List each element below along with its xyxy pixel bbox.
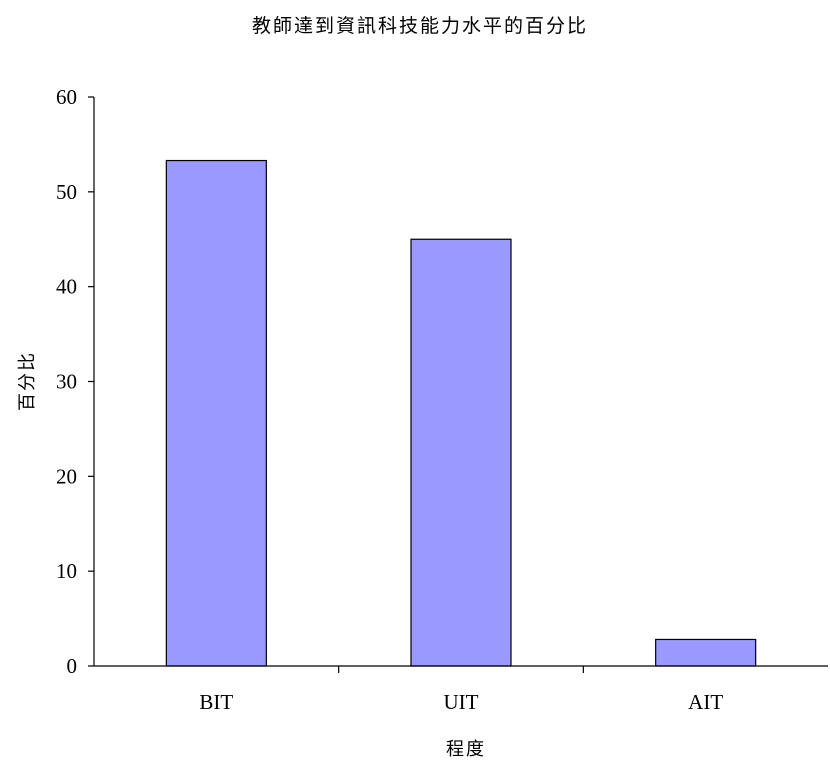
y-tick-label-0: 0 bbox=[67, 654, 78, 678]
bar-uit bbox=[410, 238, 512, 667]
y-tick-label-10: 10 bbox=[56, 559, 77, 583]
y-tick-label-40: 40 bbox=[56, 275, 77, 299]
bar-bit bbox=[165, 159, 267, 667]
x-tick-label-uit: UIT bbox=[444, 690, 479, 714]
y-tick-label-20: 20 bbox=[56, 464, 77, 488]
bar-ait bbox=[655, 638, 757, 667]
x-axis-title: 程度 bbox=[446, 739, 486, 760]
y-axis-title: 百分比 bbox=[17, 351, 38, 411]
y-tick-label-50: 50 bbox=[56, 180, 77, 204]
y-tick-label-60: 60 bbox=[56, 85, 77, 109]
chart-title: 教師達到資訊科技能力水平的百分比 bbox=[252, 15, 588, 37]
x-tick-label-ait: AIT bbox=[688, 690, 723, 714]
x-tick-label-bit: BIT bbox=[199, 690, 233, 714]
y-tick-label-30: 30 bbox=[56, 370, 77, 394]
plot-area: BIT UIT AIT 0 10 20 30 40 50 60 bbox=[56, 85, 828, 714]
